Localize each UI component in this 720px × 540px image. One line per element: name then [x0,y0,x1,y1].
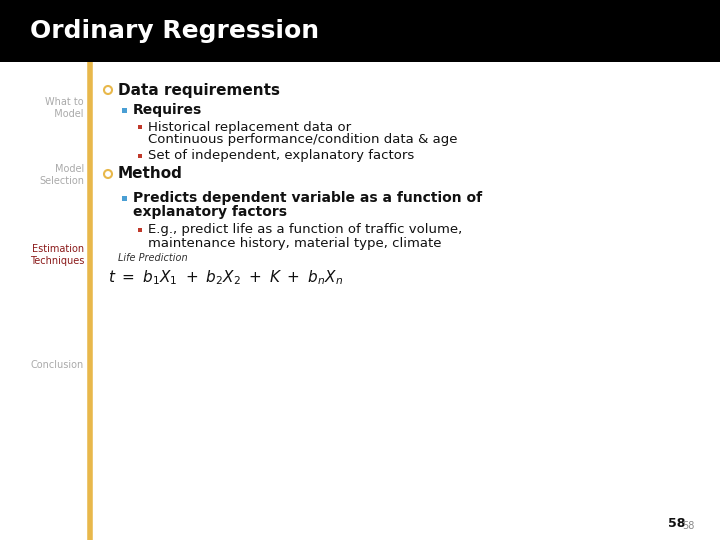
Text: Predicts dependent variable as a function of: Predicts dependent variable as a functio… [133,191,482,205]
Text: explanatory factors: explanatory factors [133,205,287,219]
Text: Set of independent, explanatory factors: Set of independent, explanatory factors [148,150,414,163]
Bar [138,125,142,129]
Text: Model
Selection: Model Selection [39,164,84,186]
Text: $t\ =\ b_1 X_1\ +\ b_2 X_2\ +\ K\ +\ b_n X_n$: $t\ =\ b_1 X_1\ +\ b_2 X_2\ +\ K\ +\ b_n… [108,268,343,287]
Text: Ordinary Regression: Ordinary Regression [30,19,319,43]
Text: Conclusion: Conclusion [31,360,84,370]
Bar [138,154,142,158]
Text: 58: 58 [668,517,685,530]
Bar [122,107,127,112]
Text: Estimation
Techniques: Estimation Techniques [30,244,84,266]
Text: What to
  Model: What to Model [45,97,84,119]
Text: maintenance history, material type, climate: maintenance history, material type, clim… [148,237,441,249]
Text: Data requirements: Data requirements [118,83,280,98]
Bar [0,62,90,540]
Bar [138,228,142,232]
Text: E.g., predict life as a function of traffic volume,: E.g., predict life as a function of traf… [148,224,462,237]
Text: Continuous performance/condition data & age: Continuous performance/condition data & … [148,133,457,146]
Text: 58: 58 [682,521,694,531]
Bar [0,0,720,62]
Text: Historical replacement data or: Historical replacement data or [148,120,351,133]
Text: Requires: Requires [133,103,202,117]
Bar [122,195,127,200]
Text: Life Prediction: Life Prediction [118,253,188,263]
Text: Method: Method [118,166,183,181]
